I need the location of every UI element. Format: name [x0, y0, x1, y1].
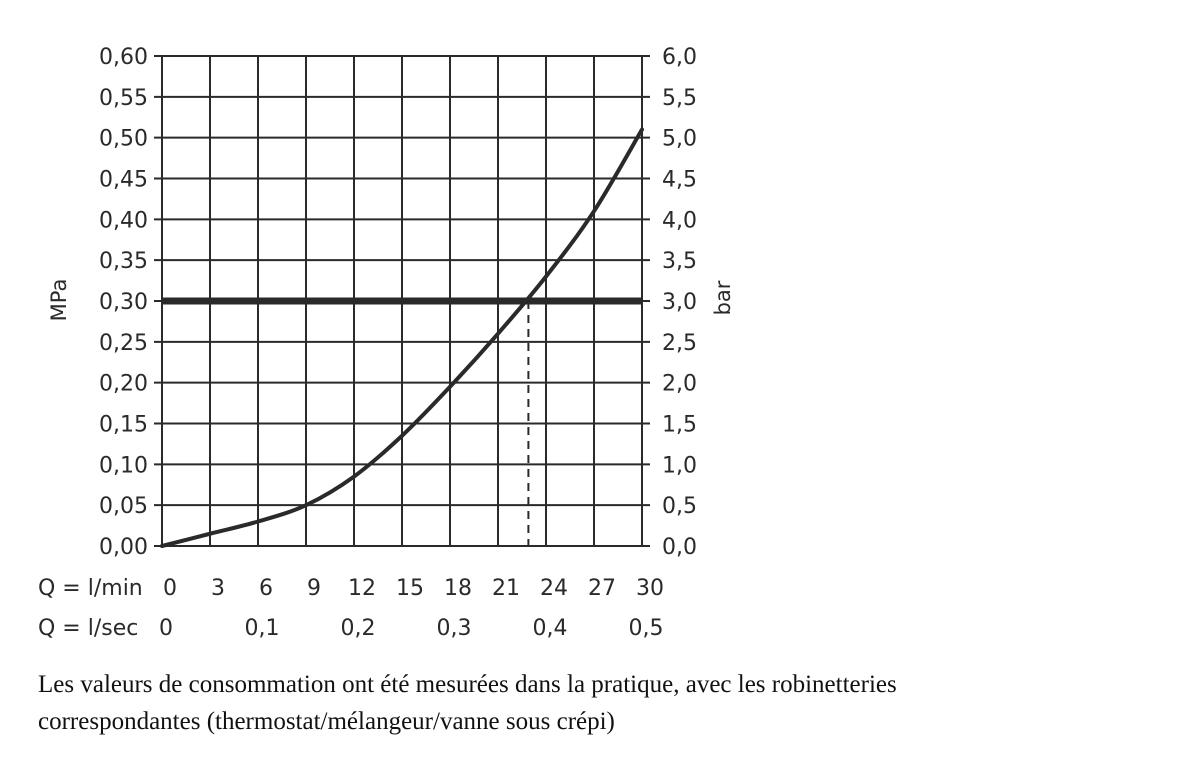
left-tick-label: 0,60 [99, 45, 148, 70]
x-tick-label-lmin: 30 [636, 576, 664, 601]
right-tick-label: 5,5 [662, 86, 697, 111]
right-tick-label: 4,0 [662, 208, 697, 233]
right-tick-label: 2,5 [662, 331, 697, 356]
left-tick-label: 0,25 [99, 331, 148, 356]
x-tick-label-lsec: 0,5 [629, 616, 664, 641]
x-tick-label-lsec: 0,4 [533, 616, 568, 641]
left-axis-title: MPa [47, 279, 71, 322]
series [160, 127, 644, 548]
right-tick-label: 1,5 [662, 413, 697, 438]
left-tick-label: 0,55 [99, 86, 148, 111]
x-tick-label-lmin: 21 [492, 576, 520, 601]
left-tick-label: 0,00 [99, 535, 148, 560]
x-tick-label-lmin: 27 [588, 576, 616, 601]
x-tick-label-lmin: 3 [211, 576, 225, 601]
left-tick-label: 0,40 [99, 208, 148, 233]
x-tick-label-lmin: 18 [444, 576, 472, 601]
x-tick-label-lsec: 0,1 [245, 616, 280, 641]
right-tick-label: 3,0 [662, 290, 697, 315]
caption-line-1: Les valeurs de consommation ont été mesu… [38, 671, 897, 698]
left-tick-label: 0,30 [99, 290, 148, 315]
caption: Les valeurs de consommation ont été mesu… [38, 666, 1168, 740]
caption-line-2: correspondantes (thermostat/mélangeur/va… [38, 708, 615, 735]
right-tick-label: 3,5 [662, 249, 697, 274]
x-tick-label-lsec: 0,3 [437, 616, 472, 641]
x-axis-row1-label: Q = l/min [38, 576, 143, 601]
x-tick-label-lmin: 0 [163, 576, 177, 601]
pressure-curve [160, 127, 644, 548]
right-tick-label: 4,5 [662, 168, 697, 193]
right-tick-label: 1,0 [662, 453, 697, 478]
x-tick-label-lmin: 6 [259, 576, 273, 601]
left-tick-label: 0,10 [99, 453, 148, 478]
left-tick-label: 0,05 [99, 494, 148, 519]
x-tick-label-lmin: 12 [348, 576, 376, 601]
right-tick-label: 2,0 [662, 372, 697, 397]
right-tick-label: 0,0 [662, 535, 697, 560]
left-tick-label: 0,35 [99, 249, 148, 274]
right-tick-label: 6,0 [662, 45, 697, 70]
right-axis-title: bar [711, 280, 735, 315]
pressure-flow-chart: 0,00 0,00,05 0,50,10 1,00,15 1,50,20 2,00,25 2… [38, 45, 735, 641]
x-tick-label-lmin: 24 [540, 576, 568, 601]
left-tick-label: 0,15 [99, 413, 148, 438]
right-tick-label: 5,0 [662, 127, 697, 152]
x-tick-label-lsec: 0,2 [341, 616, 376, 641]
axis-labels: 0,00 0,00,05 0,50,10 1,00,15 1,50,20 2,00,25 2… [99, 45, 697, 641]
right-tick-label: 0,5 [662, 494, 697, 519]
x-tick-label-lsec: 0 [159, 616, 173, 641]
x-axis-row2-label: Q = l/sec [38, 616, 138, 641]
left-tick-label: 0,50 [99, 127, 148, 152]
x-tick-label-lmin: 15 [396, 576, 424, 601]
left-tick-label: 0,20 [99, 372, 148, 397]
left-tick-label: 0,45 [99, 168, 148, 193]
x-tick-label-lmin: 9 [307, 576, 321, 601]
